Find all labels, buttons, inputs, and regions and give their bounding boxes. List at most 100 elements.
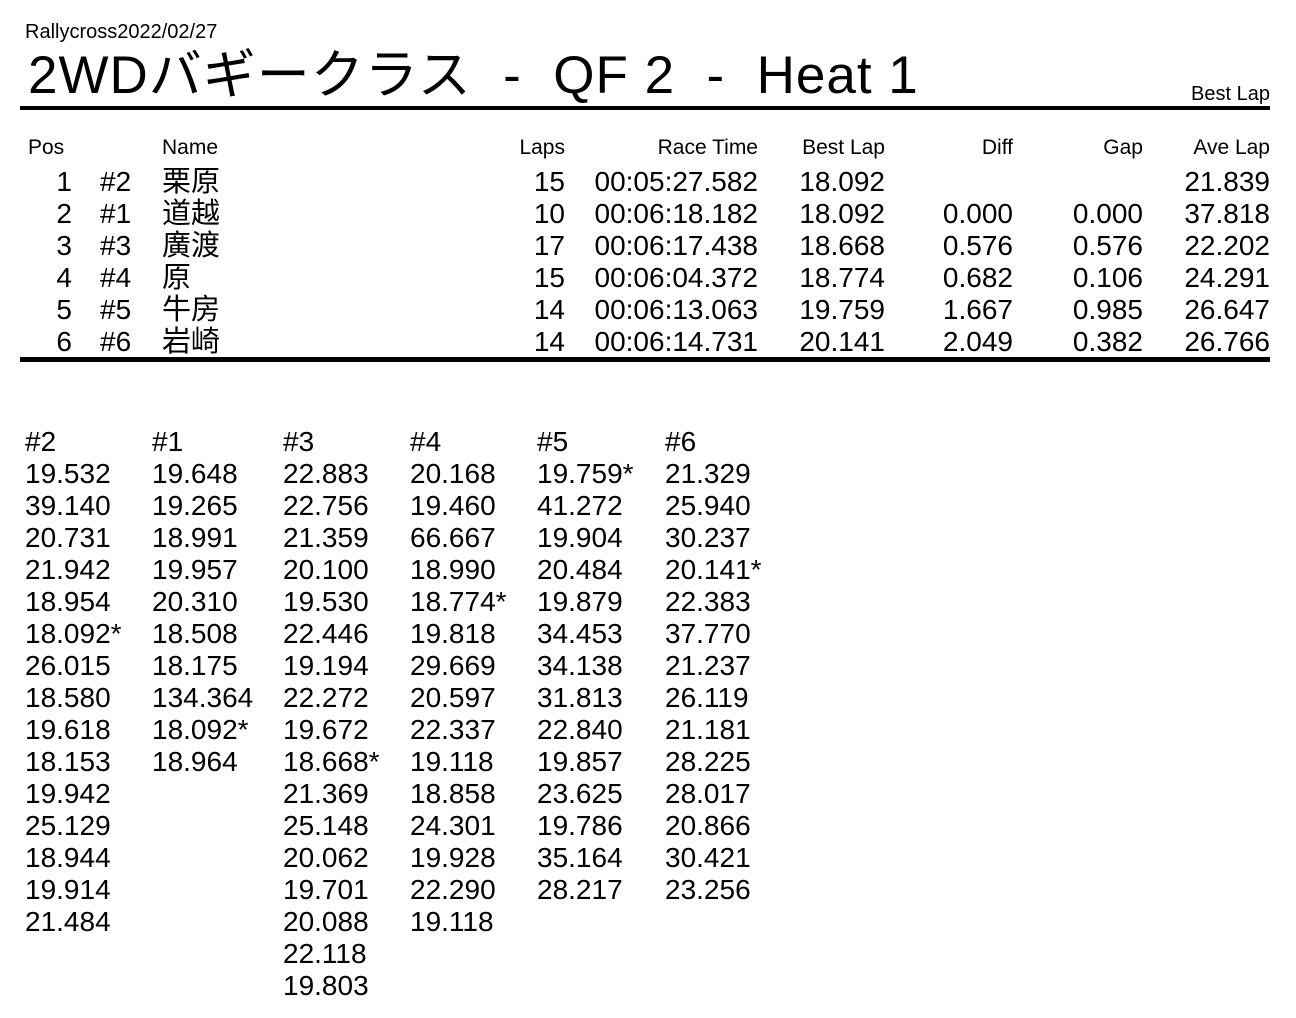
column-header-laps: Laps — [519, 136, 565, 159]
ave-lap-cell: 22.202 — [1184, 230, 1270, 261]
lap-time-value: 18.508 — [152, 618, 238, 649]
gap-cell: 0.576 — [1072, 230, 1143, 261]
lap-time-value: 21.484 — [25, 906, 111, 937]
lap-time-value: 22.840 — [537, 714, 623, 745]
diff-cell: 0.000 — [942, 198, 1013, 229]
lap-column-header: #3 — [283, 426, 315, 457]
lap-time-value: 22.446 — [283, 618, 369, 649]
column-header-gap: Gap — [1103, 136, 1143, 159]
lap-time-value: 20.597 — [410, 682, 496, 713]
lap-time-value: 41.272 — [537, 490, 623, 521]
lap-time-value: 19.618 — [25, 714, 111, 745]
lap-time-value: 23.256 — [665, 874, 751, 905]
lap-time-value: 19.857 — [537, 746, 623, 777]
car-number-cell: #1 — [100, 198, 132, 229]
lap-time-value: 30.421 — [665, 842, 751, 873]
driver-name-cell: 道越 — [162, 198, 221, 230]
lap-time-value: 19.957 — [152, 554, 238, 585]
diff-cell: 2.049 — [942, 326, 1013, 357]
pos-cell: 1 — [56, 166, 72, 197]
ave-lap-cell: 21.839 — [1184, 166, 1270, 197]
lap-time-value: 21.942 — [25, 554, 111, 585]
lap-column: #2 19.532 39.140 20.731 21.942 18.954 18.092* 2… — [25, 426, 151, 938]
laps-cell: 14 — [533, 294, 565, 325]
lap-time-value: 22.383 — [665, 586, 751, 617]
lap-time-value: 18.774* — [410, 586, 507, 617]
lap-time-value: 21.237 — [665, 650, 751, 681]
results-header-row: Pos Name Laps Race Time Best Lap Diff Ga… — [0, 132, 1296, 164]
lap-time-value: 29.669 — [410, 650, 496, 681]
lap-column-header: #6 — [665, 426, 697, 457]
title-underline — [20, 106, 1270, 110]
lap-time-value: 18.092* — [152, 714, 249, 745]
best-lap-cell: 19.759 — [799, 294, 885, 325]
laps-cell: 14 — [533, 326, 565, 357]
lap-time-value: 22.290 — [410, 874, 496, 905]
table-row: 2 #1 道越 10 00:06:18.182 18.092 0.000 0.000 37.81… — [0, 198, 1296, 230]
table-row: 1 #2 栗原 15 00:05:27.582 18.092 21.839 — [0, 166, 1296, 198]
lap-time-value: 19.942 — [25, 778, 111, 809]
lap-time-value: 18.991 — [152, 522, 238, 553]
lap-time-value: 37.770 — [665, 618, 751, 649]
lap-time-value: 24.301 — [410, 810, 496, 841]
column-header-diff: Diff — [981, 136, 1013, 159]
lap-time-value: 26.015 — [25, 650, 111, 681]
lap-time-value: 21.329 — [665, 458, 751, 489]
lap-column: #3 22.883 22.756 21.359 20.100 19.530 22.446 19… — [283, 426, 409, 1002]
lap-time-value: 28.017 — [665, 778, 751, 809]
lap-time-value: 19.648 — [152, 458, 238, 489]
lap-column-header: #1 — [152, 426, 184, 457]
page-title: 2WDバギークラス - QF 2 - Heat 1 — [28, 46, 919, 105]
table-row: 6 #6 岩崎 14 00:06:14.731 20.141 2.049 0.382 26.76… — [0, 326, 1296, 358]
lap-time-value: 134.364 — [152, 682, 254, 713]
lap-time-value: 19.701 — [283, 874, 369, 905]
lap-time-value: 18.964 — [152, 746, 238, 777]
diff-cell: 0.576 — [942, 230, 1013, 261]
driver-name-cell: 牛房 — [162, 294, 221, 326]
lap-time-value: 19.904 — [537, 522, 623, 553]
lap-time-value: 25.129 — [25, 810, 111, 841]
lap-time-value: 19.759* — [537, 458, 634, 489]
lap-time-value: 18.092* — [25, 618, 122, 649]
lap-column: #1 19.648 19.265 18.991 19.957 20.310 18.508 18… — [152, 426, 278, 778]
best-lap-cell: 18.668 — [799, 230, 885, 261]
lap-time-value: 18.175 — [152, 650, 238, 681]
pos-cell: 6 — [56, 326, 72, 357]
lap-time-value: 19.460 — [410, 490, 496, 521]
table-row: 5 #5 牛房 14 00:06:13.063 19.759 1.667 0.985 26.64… — [0, 294, 1296, 326]
laps-cell: 15 — [533, 262, 565, 293]
race-time-cell: 00:06:04.372 — [594, 262, 759, 293]
driver-name-cell: 廣渡 — [162, 230, 221, 262]
lap-time-value: 19.818 — [410, 618, 496, 649]
lap-time-value: 18.153 — [25, 746, 111, 777]
lap-time-value: 21.181 — [665, 714, 751, 745]
lap-time-value: 19.530 — [283, 586, 369, 617]
lap-time-value: 19.879 — [537, 586, 623, 617]
table-row: 3 #3 廣渡 17 00:06:17.438 18.668 0.576 0.576 22.20… — [0, 230, 1296, 262]
lap-time-value: 19.928 — [410, 842, 496, 873]
best-lap-cell: 18.092 — [799, 198, 885, 229]
lap-time-value: 19.194 — [283, 650, 369, 681]
lap-time-value: 34.138 — [537, 650, 623, 681]
lap-time-value: 22.337 — [410, 714, 496, 745]
lap-time-value: 18.668* — [283, 746, 380, 777]
car-number-cell: #4 — [100, 262, 132, 293]
gap-cell: 0.106 — [1072, 262, 1143, 293]
lap-time-value: 28.217 — [537, 874, 623, 905]
column-header-pos: Pos — [28, 136, 65, 159]
column-header-race-time: Race Time — [657, 136, 758, 159]
pos-cell: 5 — [56, 294, 72, 325]
diff-cell: 1.667 — [942, 294, 1013, 325]
column-header-ave-lap: Ave Lap — [1193, 136, 1270, 159]
best-lap-cell: 20.141 — [799, 326, 885, 357]
car-number-cell: #5 — [100, 294, 132, 325]
column-header-name: Name — [162, 136, 219, 159]
lap-time-value: 21.359 — [283, 522, 369, 553]
pos-cell: 3 — [56, 230, 72, 261]
lap-time-value: 18.858 — [410, 778, 496, 809]
event-date: Rallycross2022/02/27 — [25, 21, 218, 43]
lap-time-value: 20.088 — [283, 906, 369, 937]
lap-time-value: 28.225 — [665, 746, 751, 777]
lap-time-value: 20.484 — [537, 554, 623, 585]
lap-time-value: 18.954 — [25, 586, 111, 617]
